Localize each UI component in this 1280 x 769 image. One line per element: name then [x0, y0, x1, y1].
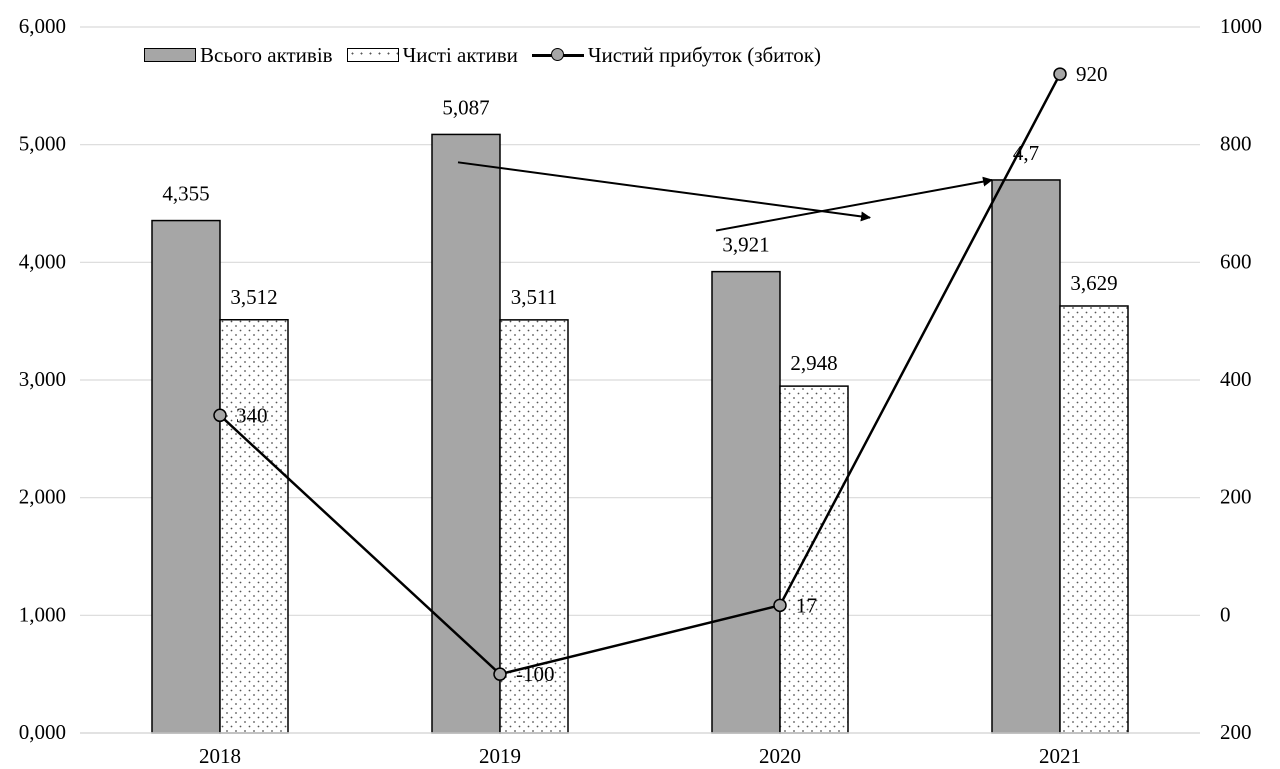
profit-marker-2019: [493, 667, 507, 681]
data-label-net-profit-2021: 920: [1076, 62, 1108, 86]
profit-line: [213, 67, 1067, 681]
bar-total-assets-2018: [151, 219, 221, 734]
bar-net-assets-2018: [219, 319, 289, 734]
y-left-tick-label-5: 5,000: [19, 132, 66, 156]
data-label-net-assets-2018: 3,512: [230, 285, 277, 309]
y-right-tick-label-2: 200: [1220, 485, 1252, 509]
bar-net-assets-2019: [499, 319, 569, 734]
profit-polyline: [219, 73, 1062, 676]
bar-total-assets-2021: [991, 179, 1061, 734]
y-left-tick-label-0: 0,000: [19, 720, 66, 744]
legend-label-net-assets: Чисті активи: [402, 42, 518, 67]
y-left-tick-label-1: 1,000: [19, 602, 66, 626]
data-label-total-assets-2018: 4,355: [162, 182, 209, 206]
arrow-annotation-0: [457, 161, 871, 222]
data-label-total-assets-2020: 3,921: [722, 233, 769, 257]
y-right-tick-label-3: 400: [1220, 367, 1252, 391]
bars: [151, 133, 1129, 734]
bar-net-assets-2021: [1059, 305, 1129, 734]
legend-item-total-assets: Всього активів: [144, 43, 333, 68]
profit-marker-2020: [773, 598, 787, 613]
data-labels: 4,355 3,512 5,087 3,511 3,921 2,948 4,7 3,629 34…: [162, 62, 1117, 686]
y-right-tick-label-1: 0: [1220, 602, 1231, 626]
x-tick-label-2019: 2019: [479, 744, 521, 768]
data-label-net-profit-2019: -100: [516, 662, 555, 686]
y-left-tick-label-2: 2,000: [19, 485, 66, 509]
bar-net-assets-2020: [779, 385, 849, 734]
x-tick-label-2021: 2021: [1039, 744, 1081, 768]
data-label-net-assets-2020: 2,948: [790, 351, 837, 375]
annotations: [457, 161, 993, 232]
axes: 0,000 1,000 2,000 3,000 4,000 5,000 6,000 200 0 2…: [19, 14, 1262, 768]
data-label-net-assets-2021: 3,629: [1070, 271, 1117, 295]
y-right-tick-label-4: 600: [1220, 249, 1252, 273]
legend-item-net-profit: Чистий прибуток (збиток): [531, 42, 822, 68]
profit-marker-2018: [213, 408, 227, 423]
arrow-annotation-1: [715, 176, 993, 232]
data-label-net-profit-2020: 17: [796, 593, 817, 617]
bar-total-assets-2020: [711, 270, 781, 734]
y-left-tick-label-6: 6,000: [19, 14, 66, 38]
legend-swatch-net-profit: [531, 45, 584, 65]
profit-marker-2021: [1053, 67, 1067, 81]
legend-label-total-assets: Всього активів: [200, 42, 333, 67]
x-tick-label-2020: 2020: [759, 744, 801, 768]
y-right-tick-label-6: 1000: [1220, 14, 1262, 38]
legend: Всього активів Чисті активи Чистий прибу…: [144, 40, 835, 70]
data-label-total-assets-2021: 4,7: [1013, 141, 1039, 165]
y-left-tick-label-3: 3,000: [19, 367, 66, 391]
data-label-net-assets-2019: 3,511: [511, 285, 557, 309]
y-right-tick-label-5: 800: [1220, 132, 1252, 156]
x-tick-label-2018: 2018: [199, 744, 241, 768]
legend-swatch-total-assets: [144, 48, 196, 62]
y-right-tick-label-0: 200: [1220, 720, 1252, 744]
data-label-total-assets-2019: 5,087: [442, 95, 489, 119]
y-left-tick-label-4: 4,000: [19, 249, 66, 273]
legend-swatch-net-assets: [346, 48, 399, 62]
data-label-net-profit-2018: 340: [236, 403, 268, 427]
legend-label-net-profit: Чистий прибуток (збиток): [587, 42, 822, 67]
legend-item-net-assets: Чисті активи: [346, 42, 518, 68]
